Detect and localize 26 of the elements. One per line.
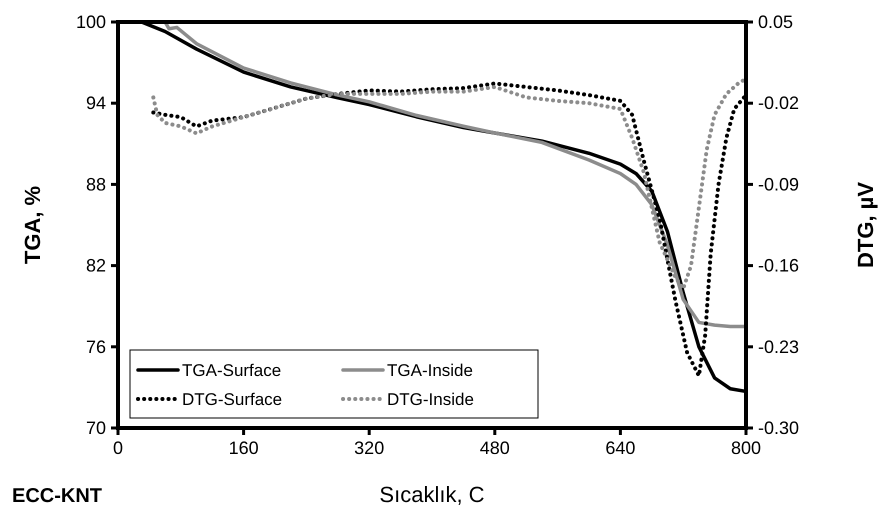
x-tick-label: 0 — [112, 438, 124, 458]
y2-tick-label: -0.30 — [758, 418, 800, 438]
text: ECC-KNT — [12, 485, 102, 507]
x-axis-title: Sıcaklık, C — [379, 482, 485, 507]
y2-tick-label: 0.05 — [758, 12, 794, 32]
y-tick-label: 82 — [86, 256, 106, 276]
y2-tick-label: -0.09 — [758, 174, 800, 194]
legend-label: TGA-Inside — [387, 361, 473, 380]
x-tick-label: 640 — [605, 438, 636, 458]
y-tick-label: 94 — [86, 93, 106, 114]
y2-axis-title: DTG, µV — [853, 182, 878, 268]
x-tick-label: 480 — [480, 438, 510, 458]
y-axis-title: TGA, % — [20, 186, 45, 264]
y-tick-label: 76 — [86, 336, 106, 357]
legend-label: DTG-Inside — [387, 390, 474, 409]
legend-label: TGA-Surface — [182, 361, 282, 380]
y-tick-label: 88 — [86, 174, 106, 194]
x-tick-label: 160 — [228, 438, 259, 458]
y2-tick-label: -0.02 — [758, 93, 800, 114]
y2-tick-label: -0.16 — [758, 256, 800, 276]
x-tick-label: 800 — [730, 438, 762, 458]
x-tick-label: 320 — [354, 438, 384, 458]
y-tick-label: 100 — [76, 12, 106, 32]
y2-tick-label: -0.23 — [758, 336, 800, 357]
y-tick-label: 70 — [86, 418, 106, 438]
legend-label: DTG-Surface — [182, 390, 282, 409]
